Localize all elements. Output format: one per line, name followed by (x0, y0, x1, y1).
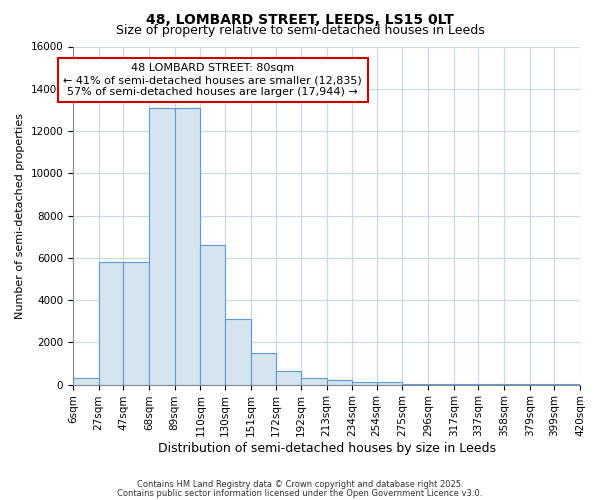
X-axis label: Distribution of semi-detached houses by size in Leeds: Distribution of semi-detached houses by … (158, 442, 496, 455)
Bar (277, 371, 301, 384)
Bar (73, 378, 99, 384)
Bar (251, 353, 277, 384)
Text: Contains public sector information licensed under the Open Government Licence v3: Contains public sector information licen… (118, 488, 482, 498)
Text: 48, LOMBARD STREET, LEEDS, LS15 0LT: 48, LOMBARD STREET, LEEDS, LS15 0LT (146, 12, 454, 26)
Bar (352, 382, 377, 384)
Bar (377, 382, 403, 384)
Bar (326, 380, 352, 384)
Y-axis label: Number of semi-detached properties: Number of semi-detached properties (15, 112, 25, 318)
Text: Contains HM Land Registry data © Crown copyright and database right 2025.: Contains HM Land Registry data © Crown c… (137, 480, 463, 489)
Bar (175, 108, 200, 384)
Text: Size of property relative to semi-detached houses in Leeds: Size of property relative to semi-detach… (116, 24, 484, 37)
Bar (200, 245, 225, 384)
Bar (123, 262, 149, 384)
Bar (99, 262, 123, 384)
Bar (225, 319, 251, 384)
Bar (149, 108, 175, 384)
Bar (301, 378, 326, 384)
Text: 48 LOMBARD STREET: 80sqm
← 41% of semi-detached houses are smaller (12,835)
57% : 48 LOMBARD STREET: 80sqm ← 41% of semi-d… (63, 64, 362, 96)
